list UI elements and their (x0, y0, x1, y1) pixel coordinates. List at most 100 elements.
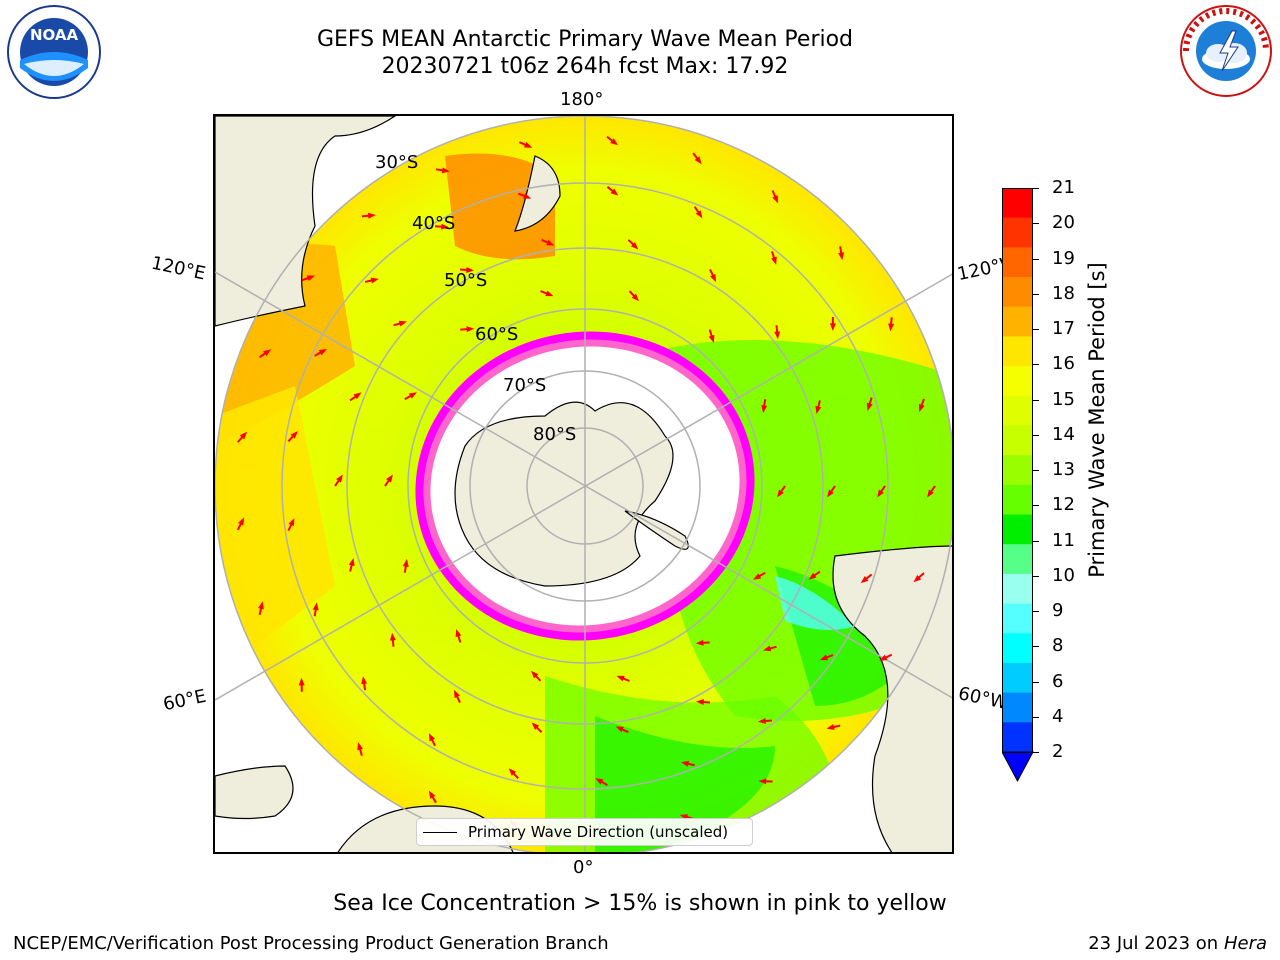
wave-arrow-head (708, 334, 715, 344)
wave-arrow-head (610, 138, 619, 146)
colorbar-segment (1002, 247, 1033, 278)
colorbar-segment (1002, 425, 1033, 456)
colorbar-tick-label: 15 (1052, 388, 1075, 410)
graticule (215, 116, 952, 852)
legend-label: Primary Wave Direction (unscaled) (468, 823, 729, 841)
colorbar-tick-mark (1033, 505, 1039, 507)
wave-arrow-head (815, 405, 822, 415)
plot-title: GEFS MEAN Antarctic Primary Wave Mean Pe… (316, 27, 854, 52)
colorbar-tick-mark (1033, 752, 1039, 753)
colorbar-segment (1002, 514, 1033, 545)
footer-date: 23 Jul 2023 on Hera (1088, 933, 1267, 954)
wave-arrow-head (453, 689, 460, 699)
colorbar-tick-mark (1033, 681, 1039, 683)
wave-arrow-head (695, 639, 704, 646)
wave-arrow-head (546, 239, 555, 246)
wave-arrow-head (466, 267, 474, 273)
wave-arrow-head (258, 601, 264, 610)
footer-organization: NCEP/EMC/Verification Post Processing Pr… (13, 933, 609, 954)
wave-arrow-head (386, 474, 393, 483)
colorbar-segment (1002, 573, 1033, 605)
period-zone-8s (775, 576, 855, 630)
wave-arrow-head (370, 277, 379, 284)
wave-arrow-head (353, 392, 362, 400)
wave-arrow-head (306, 275, 316, 281)
lon-label-120e: 120°E (149, 252, 208, 285)
colorbar-segment (1002, 306, 1033, 337)
colorbar-segment (1002, 603, 1033, 634)
colorbar-segment (1002, 692, 1033, 723)
map-legend: Primary Wave Direction (unscaled) (416, 818, 753, 846)
colorbar-tick-mark (1033, 575, 1039, 577)
colorbar-segment (1002, 217, 1033, 248)
colorbar-tick-label: 10 (1052, 564, 1075, 586)
colorbar-tick-label: 19 (1052, 247, 1075, 269)
wave-arrow-head (357, 742, 364, 751)
wave-arrow-head (826, 724, 835, 730)
wave-arrow-head (441, 223, 449, 230)
wave-arrow-head (758, 778, 767, 785)
wave-arrow-head (263, 349, 272, 357)
colorbar-segment (1002, 544, 1033, 575)
colorbar-tick-mark (1033, 293, 1039, 295)
wave-arrow-head (758, 718, 766, 724)
wave-arrow-head (829, 323, 836, 332)
wave-arrow-head (838, 252, 845, 261)
wave-arrow-head (508, 768, 517, 776)
wave-arrow-head (819, 654, 829, 661)
footer-date-text: 23 Jul 2023 on (1088, 933, 1224, 954)
colorbar-segment (1002, 366, 1033, 397)
africa-land (215, 765, 294, 820)
colorbar-tick-mark (1033, 188, 1039, 189)
colorbar (1001, 188, 1034, 787)
wave-period-map (215, 116, 952, 852)
south-america-land (832, 545, 952, 852)
colorbar-tick-label: 18 (1052, 282, 1075, 304)
wave-arrow-head (595, 778, 604, 785)
colorbar-tick-label: 13 (1052, 459, 1075, 480)
colorbar-tick-label: 20 (1052, 212, 1075, 234)
wave-arrow-head (696, 699, 704, 705)
wave-arrow-head (290, 431, 298, 439)
wave-arrow-head (398, 320, 407, 327)
nws-logo (1176, 3, 1276, 103)
lat-label-40s: 40°S (412, 213, 456, 234)
wave-arrow-head (919, 403, 925, 413)
colorbar-segment (1002, 722, 1033, 753)
lat-label-60s: 60°S (475, 324, 519, 345)
wave-arrow-head (630, 242, 639, 250)
wave-arrow-head (298, 677, 305, 686)
wave-arrow-head (523, 193, 532, 199)
sea-ice-note: Sea Ice Concentration > 15% is shown in … (333, 891, 947, 916)
wave-arrow-head (428, 733, 435, 742)
colorbar-segment (1002, 484, 1033, 516)
legend-line-swatch (423, 832, 457, 833)
colorbar-segment (1002, 455, 1033, 486)
australia-land (215, 116, 397, 327)
colorbar-tick-label: 6 (1052, 670, 1064, 692)
wave-arrow-head (237, 517, 245, 526)
wave-arrow-head (771, 256, 777, 265)
colorbar-extend-arrow (1001, 751, 1034, 783)
wave-arrow-head (312, 602, 319, 611)
colorbar-tick-mark (1033, 258, 1039, 260)
lat-label-80s: 80°S (533, 424, 577, 445)
wave-arrow-head (615, 726, 624, 733)
antarctica-land (454, 401, 674, 587)
colorbar-tick-label: 8 (1052, 635, 1064, 657)
colorbar-tick-label: 12 (1052, 494, 1075, 516)
wave-arrow-head (524, 141, 533, 148)
wave-arrow-head (367, 212, 376, 219)
wave-arrow-head (336, 474, 343, 483)
period-zone-18s (445, 153, 555, 260)
colorbar-tick-label: 4 (1052, 705, 1064, 727)
colorbar-tick-mark (1033, 364, 1039, 366)
colorbar-segment (1002, 277, 1033, 308)
wave-arrow-head (710, 273, 717, 283)
wave-arrow-head (408, 392, 417, 399)
colorbar-label: Primary Wave Mean Period [s] (1085, 262, 1109, 578)
lat-label-30s: 30°S (375, 152, 419, 173)
colorbar-tick-label: 9 (1052, 600, 1064, 621)
wave-arrow-head (877, 489, 884, 498)
lon-label-180: 180° (560, 89, 604, 110)
